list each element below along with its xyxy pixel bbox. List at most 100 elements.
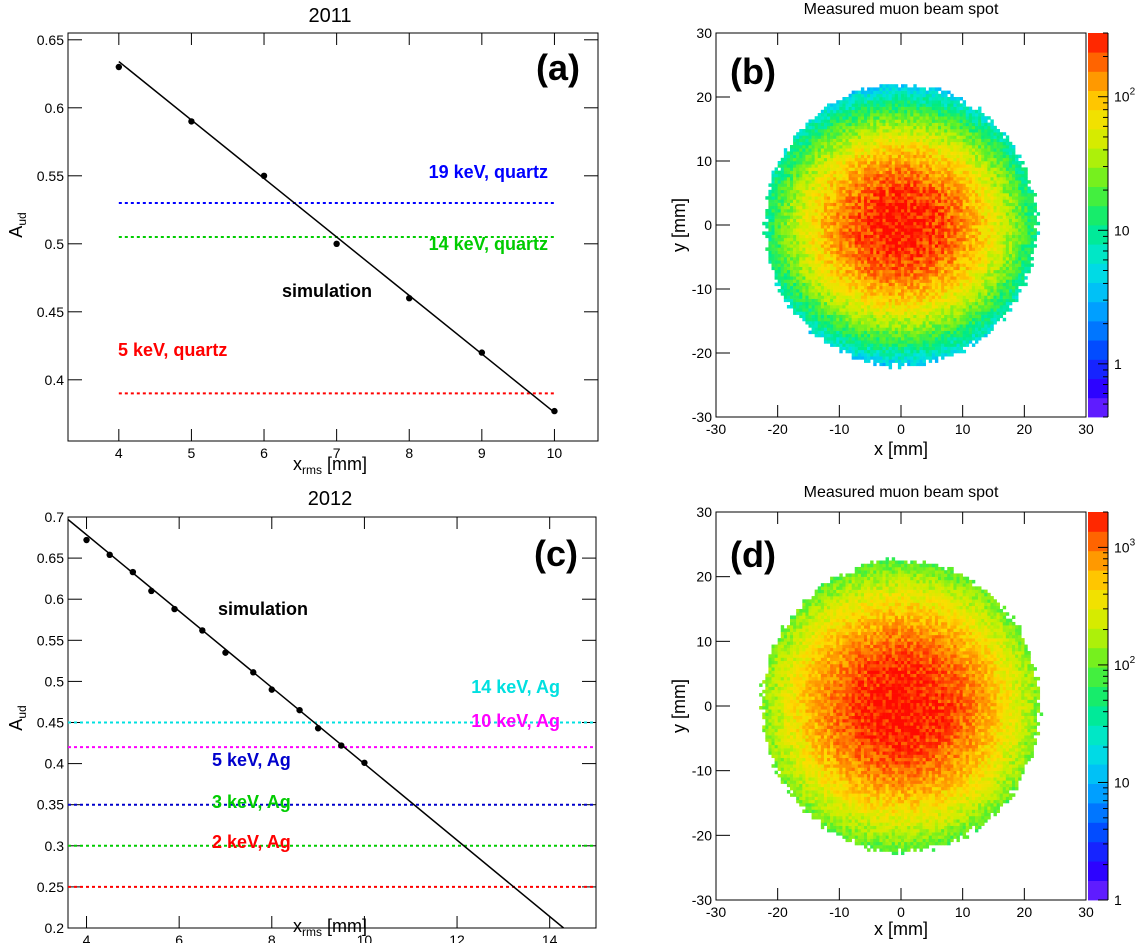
heatmap-bin — [799, 138, 803, 143]
heatmap-bin — [913, 212, 917, 216]
heatmap-bin — [851, 324, 856, 328]
heatmap-bin — [839, 289, 843, 293]
heatmap-bin — [854, 145, 859, 149]
heatmap-bin — [802, 282, 806, 287]
heatmap-bin — [891, 250, 896, 255]
heatmap-bin — [842, 231, 846, 235]
heatmap-bin — [876, 93, 880, 98]
heatmap-bin — [965, 237, 970, 242]
heatmap-bin — [823, 113, 828, 117]
heatmap-bin — [953, 129, 957, 133]
heatmap-bin — [897, 154, 902, 159]
heatmap-bin — [805, 244, 809, 248]
heatmap-bin — [907, 225, 911, 229]
heatmap-bin — [796, 148, 800, 152]
heatmap-bin — [913, 180, 917, 184]
heatmap-bin — [919, 356, 923, 360]
heatmap-bin — [867, 196, 871, 200]
heatmap-bin — [845, 282, 849, 287]
heatmap-bin — [922, 177, 926, 181]
heatmap-bin — [931, 87, 936, 91]
heatmap-bin — [882, 106, 886, 111]
heatmap-bin — [845, 113, 849, 117]
heatmap-bin — [910, 148, 914, 152]
heatmap-bin — [833, 180, 837, 184]
heatmap-bin — [867, 167, 871, 171]
heatmap-bin — [962, 266, 967, 271]
heatmap-bin — [848, 327, 852, 331]
heatmap-bin — [833, 138, 837, 143]
heatmap-bin — [827, 129, 831, 133]
heatmap-bin — [891, 308, 896, 312]
heatmap-bin — [786, 282, 791, 287]
heatmap-bin — [805, 237, 809, 242]
heatmap-bin — [808, 244, 812, 248]
heatmap-bin — [922, 301, 926, 306]
heatmap-bin — [842, 282, 846, 287]
heatmap-bin — [897, 189, 902, 194]
heatmap-bin — [827, 132, 831, 136]
heatmap-bin — [925, 250, 930, 255]
heatmap-bin — [965, 132, 970, 136]
heatmap-bin — [786, 154, 791, 159]
heatmap-bin — [842, 116, 846, 120]
heatmap-bin — [774, 253, 778, 258]
heatmap-bin — [962, 260, 967, 264]
heatmap-bin — [833, 266, 837, 271]
heatmap-bin — [916, 205, 920, 210]
heatmap-bin — [904, 125, 908, 130]
heatmap-bin — [922, 205, 926, 210]
heatmap-bin — [799, 193, 803, 197]
heatmap-bin — [823, 180, 828, 184]
heatmap-bin — [885, 359, 889, 363]
heatmap-bin — [811, 186, 815, 191]
heatmap-bin — [790, 253, 794, 258]
heatmap-bin — [848, 228, 852, 232]
heatmap-bin — [953, 209, 957, 213]
heatmap-bin — [830, 301, 834, 306]
heatmap-bin — [941, 301, 945, 306]
heatmap-bin — [891, 161, 896, 165]
heatmap-bin — [864, 327, 868, 331]
heatmap-bin — [854, 209, 859, 213]
heatmap-bin — [793, 212, 797, 216]
heatmap-bin — [845, 346, 849, 351]
heatmap-bin — [873, 183, 877, 187]
heatmap-bin — [814, 141, 819, 146]
heatmap-bin — [922, 161, 926, 165]
heatmap-bin — [931, 356, 936, 360]
heatmap-bin — [814, 279, 819, 283]
heatmap-bin — [836, 333, 840, 338]
heatmap-bin — [944, 141, 948, 146]
heatmap-bin — [864, 301, 868, 306]
heatmap-bin — [938, 167, 942, 171]
heatmap-bin — [950, 167, 954, 171]
heatmap-bin — [827, 273, 831, 277]
heatmap-bin — [962, 186, 967, 191]
heatmap-bin — [956, 161, 960, 165]
heatmap-bin — [916, 154, 920, 159]
heatmap-bin — [941, 244, 945, 248]
heatmap-bin — [827, 154, 831, 159]
heatmap-bin — [799, 189, 803, 194]
heatmap-bin — [938, 196, 942, 200]
heatmap-bin — [934, 141, 939, 146]
heatmap-bin — [870, 273, 874, 277]
heatmap-bin — [857, 237, 862, 242]
heatmap-bin — [805, 305, 809, 309]
heatmap-bin — [786, 164, 791, 168]
heatmap-bin — [811, 202, 815, 207]
heatmap-bin — [854, 103, 859, 107]
heatmap-bin — [894, 276, 899, 280]
heatmap-bin — [827, 103, 831, 107]
heatmap-bin — [860, 145, 865, 149]
heatmap-bin — [820, 317, 825, 322]
heatmap-bin — [864, 106, 868, 111]
heatmap-bin — [793, 183, 797, 187]
heatmap-bin — [808, 289, 812, 293]
heatmap-bin — [790, 196, 794, 200]
heatmap-bin — [799, 180, 803, 184]
heatmap-bin — [876, 244, 880, 248]
heatmap-bin — [907, 330, 911, 335]
heatmap-bin — [901, 314, 905, 319]
